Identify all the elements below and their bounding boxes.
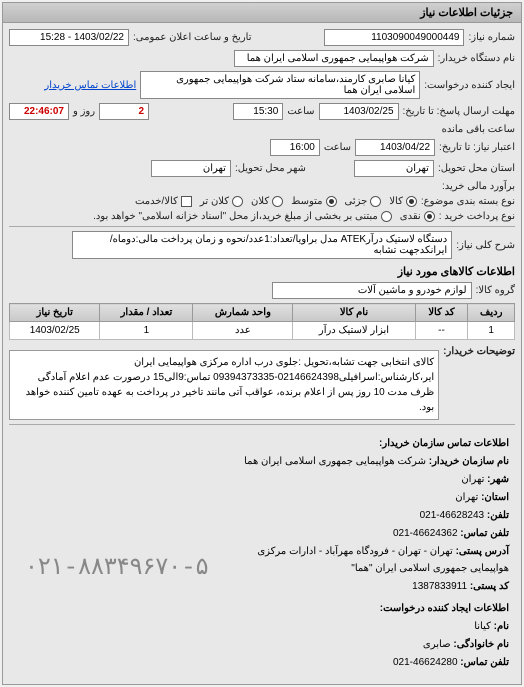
budget-label: برآورد مالی خرید: [442, 181, 515, 192]
col-5: تاریخ نیاز [10, 304, 100, 322]
payment-radio-0[interactable] [424, 211, 435, 222]
cell-0: 1 [468, 322, 515, 340]
goods-group-field: لوازم خودرو و ماشین آلات [272, 282, 472, 299]
packing-opt-1: جزئی [345, 196, 368, 207]
divider-2 [9, 424, 515, 425]
c-lbl-2: استان: [481, 492, 509, 503]
org-label: نام دستگاه خریدار: [438, 53, 515, 64]
req-no-label: شماره نیاز: [468, 32, 515, 43]
col-0: ردیف [468, 304, 515, 322]
org-field: شرکت هواپیمایی جمهوری اسلامی ایران هما [234, 50, 434, 67]
col-2: نام کالا [293, 304, 415, 322]
c-lbl-5: آدرس پستی: [456, 546, 509, 557]
c-lbl-0: نام سازمان خریدار: [429, 456, 509, 467]
contact-link[interactable]: اطلاعات تماس خریدار [44, 80, 136, 91]
c-val-2: تهران [455, 492, 478, 503]
delivery-state-label: استان محل تحویل: [438, 163, 515, 174]
c-val-1: تهران [461, 474, 484, 485]
packing-check-5[interactable] [181, 196, 192, 207]
remain-suffix-label: ساعت باقی مانده [442, 124, 515, 135]
remain-days-label: روز و [73, 106, 95, 117]
remain-days-field: 2 [99, 103, 149, 120]
packing-radio-group: کالا جزئی متوسط کلان کلان تر کالا/خدمت [135, 196, 417, 207]
packing-opt-0: کالا [389, 196, 403, 207]
delivery-city-field: تهران [151, 160, 231, 177]
payment-radio-1[interactable] [381, 211, 392, 222]
s-lbl-2: تلفن تماس: [460, 657, 509, 668]
packing-radio-1[interactable] [370, 196, 381, 207]
col-1: کد کالا [415, 304, 468, 322]
req-no-field: 1103090049000449 [324, 29, 464, 46]
creator-field: کیانا صابری کارمند،سامانه ستاد شرکت هواپ… [140, 71, 420, 99]
cell-1: -- [415, 322, 468, 340]
cell-2: ابزار لاستیک درآر [293, 322, 415, 340]
valid-date-field: 1403/04/22 [355, 139, 435, 156]
valid-label: اعتبار نیاز: تا تاریخ: [439, 142, 515, 153]
panel-title: جزئیات اطلاعات نیاز [3, 3, 521, 23]
c-val-0: شرکت هواپیمایی جمهوری اسلامی ایران هما [244, 456, 426, 467]
s-lbl-1: نام خانوادگی: [453, 639, 509, 650]
goods-group-label: گروه کالا: [476, 285, 515, 296]
resp-deadline-label: مهلت ارسال پاسخ: تا تاریخ: [403, 106, 515, 117]
need-label: شرح کلی نیاز: [456, 240, 515, 251]
table-row[interactable]: 1 -- ابزار لاستیک درآر عدد 1 1403/02/25 [10, 322, 515, 340]
c-val-3: 46628243-021 [420, 510, 485, 521]
packing-radio-4[interactable] [232, 196, 243, 207]
divider [9, 226, 515, 227]
packing-opt-2: متوسط [291, 196, 322, 207]
c-lbl-6: کد پستی: [470, 581, 509, 592]
cell-3: عدد [193, 322, 293, 340]
packing-radio-0[interactable] [406, 196, 417, 207]
packing-opt-4: کلان تر [200, 196, 229, 207]
buyer-note-label: توضیحات خریدار: [443, 346, 515, 357]
c-lbl-4: تلفن تماس: [460, 528, 509, 539]
cell-4: 1 [100, 322, 193, 340]
s-val-0: کیانا [474, 621, 491, 632]
delivery-city-label: شهر محل تحویل: [235, 163, 306, 174]
c-lbl-3: تلفن: [487, 510, 509, 521]
col-4: تعداد / مقدار [100, 304, 193, 322]
goods-section-title: اطلاعات کالاهای مورد نیاز [9, 265, 515, 278]
need-field: دستگاه لاستیک درآرATEK مدل براویا/تعداد:… [72, 231, 452, 259]
packing-opt-3: کلان [251, 196, 269, 207]
contact-info-block: اطلاعات تماس سازمان خریدار: نام سازمان خ… [9, 429, 515, 678]
s-lbl-0: نام: [494, 621, 509, 632]
packing-label: نوع بسته بندی موضوع: [421, 196, 515, 207]
public-date-label: تاریخ و ساعت اعلان عمومی: [133, 32, 252, 43]
buyer-note-text: کالای انتخابی جهت تشابه،تحویل :جلوی درب … [9, 350, 439, 420]
c-val-6: 1387833911 [412, 581, 467, 592]
payment-label: نوع پرداخت خرید : [439, 211, 515, 222]
c-val-4: 46624362-021 [393, 528, 458, 539]
remain-time-field: 22:46:07 [9, 103, 69, 120]
creator-label: ایجاد کننده درخواست: [424, 80, 515, 91]
contact-title: اطلاعات تماس سازمان خریدار: [379, 438, 509, 449]
payment-opt-0: نقدی [400, 211, 421, 222]
s-val-1: صابری [423, 639, 451, 650]
packing-opt-5: کالا/خدمت [135, 196, 178, 207]
valid-time-label: ساعت [324, 142, 351, 153]
sub-title: اطلاعات ایجاد کننده درخواست: [380, 603, 509, 614]
resp-time-label: ساعت [287, 106, 314, 117]
delivery-state-field: تهران [354, 160, 434, 177]
public-date-field: 1403/02/22 - 15:28 [9, 29, 129, 46]
c-lbl-1: شهر: [487, 474, 509, 485]
packing-radio-2[interactable] [326, 196, 337, 207]
footer-phone-watermark: ۰۲۱-۸۸۳۴۹۶۷۰-۵ [15, 543, 219, 596]
payment-opt-1: مبتنی بر بخشی از مبلغ خرید،از محل "اسناد… [93, 211, 378, 222]
s-val-2: 46624280-021 [393, 657, 458, 668]
payment-radio-group: نقدی مبتنی بر بخشی از مبلغ خرید،از محل "… [93, 211, 435, 222]
valid-time-field: 16:00 [270, 139, 320, 156]
resp-date-field: 1403/02/25 [319, 103, 399, 120]
resp-time-field: 15:30 [233, 103, 283, 120]
goods-table: ردیف کد کالا نام کالا واحد شمارش تعداد /… [9, 303, 515, 340]
packing-radio-3[interactable] [272, 196, 283, 207]
col-3: واحد شمارش [193, 304, 293, 322]
cell-5: 1403/02/25 [10, 322, 100, 340]
